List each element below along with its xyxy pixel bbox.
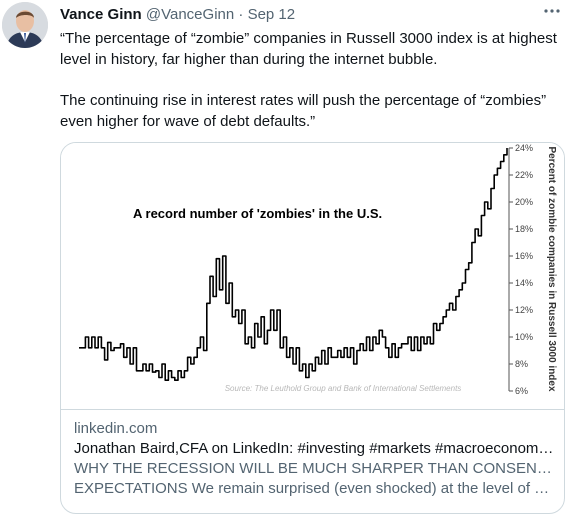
author-name[interactable]: Vance Ginn: [60, 6, 142, 23]
y-tick-label: 20%: [515, 197, 533, 207]
series-line: [79, 148, 508, 381]
author-handle[interactable]: @VanceGinn: [145, 6, 235, 23]
tweet-header: Vance Ginn @VanceGinn · Sep 12: [60, 5, 295, 25]
card-description-line: EXPECTATIONS We remain surprised (even s…: [74, 480, 550, 497]
y-tick-label: 22%: [515, 170, 533, 180]
avatar-image: [2, 2, 48, 48]
y-tick-label: 8%: [515, 359, 528, 369]
y-tick-label: 10%: [515, 332, 533, 342]
tweet-text-line: level in history, far higher than during…: [60, 51, 438, 68]
card-domain: linkedin.com: [74, 420, 158, 437]
tweet-text-line: even higher for wave of debt defaults.”: [60, 113, 316, 130]
y-tick-label: 12%: [515, 305, 533, 315]
y-tick-label: 24%: [515, 143, 533, 153]
card-title[interactable]: Jonathan Baird,CFA on LinkedIn: #investi…: [74, 440, 554, 457]
card-description-line: WHY THE RECESSION WILL BE MUCH SHARPER T…: [74, 460, 556, 477]
more-options-button[interactable]: [542, 2, 562, 25]
y-tick-label: 16%: [515, 251, 533, 261]
y-tick-label: 14%: [515, 278, 533, 288]
chart-title: A record number of 'zombies' in the U.S.: [133, 206, 382, 221]
link-card[interactable]: A record number of 'zombies' in the U.S.…: [60, 142, 565, 514]
tweet-text-line: The continuing rise in interest rates wi…: [60, 92, 547, 109]
y-tick-label: 6%: [515, 386, 528, 396]
y-axis-label: Percent of zombie companies in Russell 3…: [546, 146, 557, 392]
card-description: WHY THE RECESSION WILL BE MUCH SHARPER T…: [74, 459, 556, 499]
more-horizontal-icon: [544, 9, 560, 13]
card-meta: linkedin.com Jonathan Baird,CFA on Linke…: [74, 419, 556, 499]
card-divider: [61, 409, 564, 410]
tweet-text-line: “The percentage of “zombie” companies in…: [60, 30, 557, 47]
chart-source: Source: The Leuthold Group and Bank of I…: [225, 384, 462, 393]
separator-dot: ·: [238, 6, 244, 23]
avatar[interactable]: [2, 2, 48, 48]
y-tick-label: 18%: [515, 224, 533, 234]
zombie-chart: A record number of 'zombies' in the U.S.…: [61, 143, 564, 409]
tweet-text: “The percentage of “zombie” companies in…: [60, 28, 565, 132]
tweet-date[interactable]: Sep 12: [247, 6, 296, 23]
